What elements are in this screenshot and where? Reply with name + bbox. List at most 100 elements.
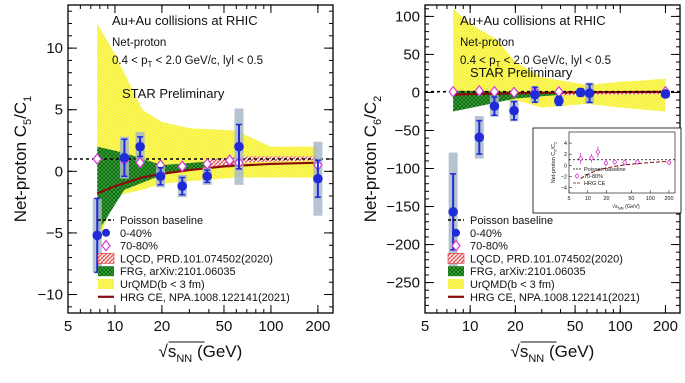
annotation-particle: Net-proton <box>460 37 514 49</box>
legend-swatch-frg <box>448 266 464 277</box>
frg-band <box>97 146 237 233</box>
y-tick-label: 100 <box>395 8 420 25</box>
legend-label-cent70: 70-80% <box>120 241 158 253</box>
point-0-40 <box>489 101 500 111</box>
y-label-sub: 1 <box>22 96 34 102</box>
point-0-40 <box>155 171 166 182</box>
cuts-sub: T <box>148 60 153 69</box>
plot-area <box>68 23 333 274</box>
inset-point <box>612 158 618 166</box>
inset-legend-label: 70-80% <box>584 174 603 180</box>
inset-background <box>532 127 682 214</box>
x-tick-label: 10 <box>462 318 479 335</box>
frg-band <box>453 90 587 112</box>
x-label-main: s <box>168 342 177 361</box>
inset-point <box>666 159 672 166</box>
inset-x-tick-label: 100 <box>646 196 655 202</box>
inset-point <box>578 155 584 162</box>
x-tick-label: 20 <box>507 318 524 335</box>
point-70-80 <box>224 154 235 167</box>
annotation-cuts: 0.4 < pT < 2.0 GeV/c, lyl < 0.5 <box>112 55 263 69</box>
point-0-40 <box>119 152 130 163</box>
annotation-system: Au+Au collisions at RHIC <box>112 13 258 28</box>
y-label-sub: 2 <box>372 96 384 102</box>
point-0-40 <box>660 89 671 99</box>
inset-point <box>595 148 601 156</box>
y-tick-label: −250 <box>386 275 420 292</box>
cuts-b: < 2.0 GeV/c, lyl < 0.5 <box>152 55 263 67</box>
inset-x-tick-label: 200 <box>664 196 673 202</box>
x-label-unit: (GeV) <box>544 342 594 361</box>
legend-swatch-frg <box>98 266 114 277</box>
inset-x-tick-label: 20 <box>604 196 610 202</box>
legend-label-cent0: 0-40% <box>470 228 502 240</box>
inset-y-tick-label: 0 <box>564 163 567 169</box>
x-tick-label: 5 <box>64 318 72 335</box>
inset-point <box>622 159 628 166</box>
inset-legend-label: HRG CE <box>584 181 606 187</box>
inset-point <box>603 159 609 167</box>
inset-frame <box>568 131 676 194</box>
legend-label-cent0: 0-40% <box>120 228 152 240</box>
point-0-40 <box>234 141 244 152</box>
inset-x-label-unit: (GeV) <box>624 204 640 210</box>
legend-swatch-0-40 <box>102 228 110 237</box>
legend-swatch-urqmd <box>448 279 464 289</box>
hrg-line <box>96 161 318 195</box>
y-label-mid: /C <box>361 102 380 119</box>
x-label-unit: (GeV) <box>192 342 242 361</box>
annotation-prelim: STAR Preliminary <box>470 65 573 80</box>
x-tick-label: 50 <box>567 318 584 335</box>
cuts-sub: T <box>496 60 501 69</box>
point-70-80 <box>474 84 485 97</box>
annotation-prelim: STAR Preliminary <box>122 86 225 101</box>
inset-y-label-mid: /C <box>551 144 557 150</box>
inset-x-label: √sNN (GeV) <box>612 203 640 211</box>
legend-label-urqmd: UrQMD(b < 3 fm) <box>470 279 555 291</box>
y-label-sub: 5 <box>22 119 34 125</box>
legend-label-lqcd: LQCD, PRD.101.074502(2020) <box>470 253 623 265</box>
point-0-40 <box>202 171 212 182</box>
y-tick-label: −50 <box>395 122 420 139</box>
inset-y-label-main: Net-proton C <box>551 152 557 184</box>
inset-y-tick-label: 2 <box>564 152 567 158</box>
point-0-40 <box>530 89 540 100</box>
x-tick-label: 100 <box>608 318 633 335</box>
point-0-40 <box>177 181 188 191</box>
plot-area <box>425 8 680 272</box>
inset-x-tick-label: 5 <box>567 196 570 202</box>
inset-x-tick-label: 50 <box>628 196 634 202</box>
y-tick-label: 10 <box>46 40 63 57</box>
legend-swatch-0-40 <box>452 228 460 237</box>
y-tick-label: 5 <box>55 102 63 119</box>
point-70-80 <box>177 160 188 173</box>
point-0-40 <box>575 87 586 98</box>
legend-label-urqmd: UrQMD(b < 3 fm) <box>120 279 205 291</box>
inset-x-tick-label: 10 <box>585 196 591 202</box>
y-axis-label: Net-proton C6/C2 <box>361 96 384 223</box>
x-label-sub: NN <box>528 353 544 365</box>
inset-x-label-sub: NN <box>618 206 624 211</box>
point-70-80 <box>509 86 519 99</box>
x-tick-label: 200 <box>305 318 330 335</box>
y-axis-label: Net-proton C5/C1 <box>11 96 34 223</box>
y-tick-label: 0 <box>412 84 420 101</box>
legend-swatch-urqmd <box>98 279 114 289</box>
panel-c6-c2: 5 10 20 50 100 200−250−200−150−100−50050100Ne… <box>361 4 682 365</box>
inset-y-label: Net-proton C6/C2 <box>551 141 558 183</box>
inset-y-tick-label: −4 <box>561 185 567 191</box>
sqrt-sign: √ <box>511 342 521 361</box>
inset-point <box>589 154 595 162</box>
inset-point <box>634 158 640 166</box>
annotation-particle: Net-proton <box>112 37 166 49</box>
legend-label-lqcd: LQCD, PRD.101.074502(2020) <box>120 253 273 265</box>
legend-label-frg: FRG, arXiv:2101.06035 <box>120 266 236 278</box>
urqmd-band <box>97 23 318 246</box>
inset-x-label-main: √s <box>612 203 618 210</box>
x-axis-label: √sNN (GeV) <box>511 342 595 365</box>
legend-label-poisson: Poisson baseline <box>470 215 553 227</box>
x-tick-label: 5 <box>421 318 429 335</box>
cuts-a: 0.4 < p <box>460 55 496 67</box>
